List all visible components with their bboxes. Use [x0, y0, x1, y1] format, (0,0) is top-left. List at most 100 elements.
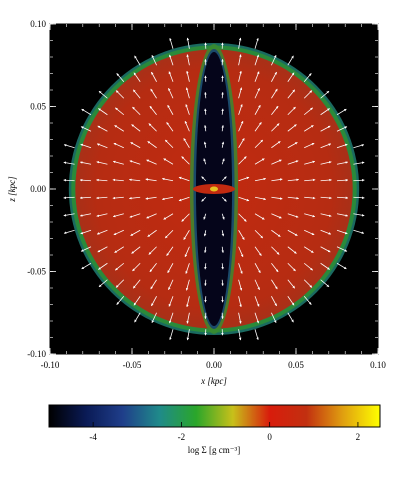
- velocity-arrow: [149, 105, 157, 115]
- velocity-arrow: [97, 246, 108, 253]
- velocity-arrow: [303, 279, 313, 288]
- velocity-arrow: [164, 139, 174, 149]
- x-tick-label: 0.05: [288, 360, 304, 370]
- velocity-arrow: [151, 296, 157, 307]
- velocity-arrow: [145, 196, 157, 200]
- colorbar-ticks: -4 -2 0 2: [89, 422, 360, 442]
- velocity-arrow: [79, 213, 92, 217]
- velocity-arrow: [133, 72, 141, 82]
- velocity-arrow: [145, 178, 157, 182]
- velocity-arrow: [287, 89, 296, 99]
- velocity-arrow: [353, 196, 365, 200]
- x-tick-label: 0.00: [206, 360, 222, 370]
- velocity-arrow: [185, 87, 190, 99]
- velocity-arrow: [254, 71, 260, 82]
- velocity-arrow: [96, 213, 108, 217]
- velocity-arrow: [353, 229, 365, 234]
- velocity-arrow: [320, 90, 330, 99]
- velocity-arrow: [271, 246, 280, 255]
- velocity-arrow: [271, 141, 281, 149]
- velocity-arrow: [238, 196, 250, 202]
- velocity-arrow: [184, 246, 190, 258]
- velocity-arrow: [113, 142, 124, 149]
- velocity-arrow: [271, 263, 279, 273]
- velocity-arrow: [98, 90, 108, 99]
- velocity-arrow: [178, 176, 190, 182]
- velocity-arrow: [287, 312, 294, 323]
- velocity-arrow: [113, 229, 124, 236]
- velocity-arrow: [287, 196, 299, 200]
- y-tick-label: 0.05: [30, 102, 46, 112]
- velocity-arrow: [183, 230, 190, 240]
- velocity-arrow: [320, 143, 332, 149]
- velocity-arrow: [304, 160, 316, 165]
- velocity-arrow: [238, 156, 247, 165]
- velocity-arrow: [80, 143, 92, 149]
- velocity-arrow: [238, 104, 243, 115]
- velocity-arrow: [161, 196, 174, 201]
- velocity-arrow: [287, 160, 299, 165]
- velocity-arrow: [320, 229, 332, 235]
- velocity-arrow: [151, 55, 157, 66]
- velocity-arrow: [238, 312, 242, 324]
- velocity-arrow: [163, 158, 174, 165]
- velocity-arrow: [336, 196, 349, 200]
- velocity-arrow: [221, 230, 225, 237]
- velocity-arrow: [98, 279, 108, 288]
- velocity-arrow: [238, 120, 244, 132]
- velocity-arrow: [271, 178, 283, 182]
- velocity-arrow: [168, 279, 174, 290]
- velocity-arrow: [183, 138, 190, 148]
- velocity-arrow: [254, 54, 259, 66]
- velocity-arrow: [146, 159, 157, 165]
- velocity-arrow: [303, 295, 312, 305]
- velocity-arrow: [96, 161, 108, 165]
- velocity-arrow: [80, 126, 92, 132]
- plot-area: [49, 23, 379, 355]
- velocity-arrow: [254, 296, 260, 307]
- velocity-arrow: [353, 161, 365, 165]
- velocity-arrow: [169, 37, 174, 49]
- velocity-arrow: [287, 279, 296, 289]
- velocity-arrow: [254, 88, 260, 99]
- velocity-arrow: [304, 196, 316, 200]
- velocity-arrow: [254, 329, 259, 341]
- velocity-arrow: [254, 246, 262, 256]
- velocity-arrow: [287, 55, 294, 66]
- velocity-arrow: [148, 246, 157, 255]
- velocity-arrow: [320, 262, 330, 270]
- velocity-arrow: [98, 262, 108, 270]
- velocity-arrow: [130, 142, 141, 149]
- velocity-arrow: [185, 104, 190, 115]
- velocity-arrow: [112, 178, 124, 182]
- velocity-arrow: [336, 161, 349, 165]
- velocity-arrow: [96, 143, 108, 149]
- velocity-arrow: [221, 279, 224, 286]
- velocity-arrow: [164, 229, 174, 239]
- colorbar-tick-label: -2: [178, 432, 186, 442]
- velocity-arrow: [238, 138, 245, 148]
- velocity-arrow: [238, 37, 242, 49]
- velocity-arrow: [238, 54, 242, 66]
- velocity-arrow: [238, 263, 243, 274]
- velocity-arrow: [98, 108, 108, 116]
- velocity-arrow: [114, 125, 125, 132]
- velocity-arrow: [169, 54, 174, 66]
- velocity-arrow: [287, 246, 297, 254]
- velocity-arrow: [203, 230, 207, 237]
- velocity-arrow: [147, 229, 157, 237]
- velocity-arrow: [303, 107, 313, 116]
- y-tick-label: -0.05: [27, 267, 46, 277]
- velocity-arrow: [186, 329, 190, 341]
- velocity-arrow: [116, 73, 125, 83]
- velocity-arrow: [303, 90, 313, 99]
- axis-ticks: [49, 23, 379, 355]
- velocity-arrow: [271, 123, 280, 132]
- velocity-arrow: [353, 144, 365, 149]
- velocity-arrow: [238, 296, 242, 308]
- velocity-arrow: [134, 312, 141, 323]
- velocity-arrow: [129, 160, 141, 165]
- velocity-arrow: [271, 296, 277, 307]
- velocity-arrow: [167, 263, 174, 274]
- velocity-arrow: [79, 178, 92, 182]
